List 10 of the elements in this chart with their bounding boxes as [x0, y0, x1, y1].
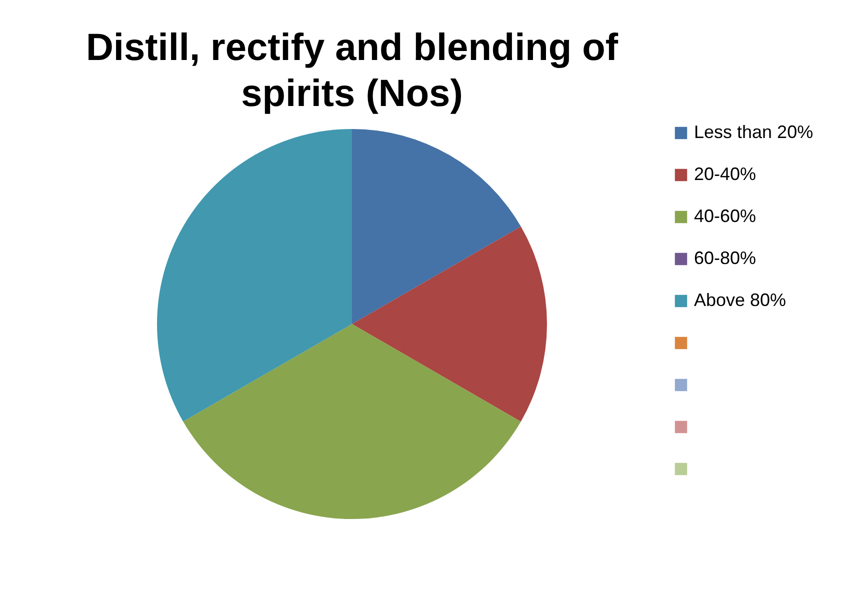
pie-slice	[352, 129, 521, 324]
pie-slice	[352, 226, 547, 422]
pie-slice	[183, 324, 521, 519]
chart-title: Distill, rectify and blending of spirits (Nos)	[86, 27, 618, 115]
legend-label: 60-80%	[694, 248, 756, 268]
pie-slice	[157, 129, 352, 422]
legend-label: Less than 20%	[694, 122, 814, 142]
legend-label: Above 80%	[694, 290, 786, 310]
legend-label: 20-40%	[694, 164, 756, 184]
legend-label: 40-60%	[694, 206, 756, 226]
